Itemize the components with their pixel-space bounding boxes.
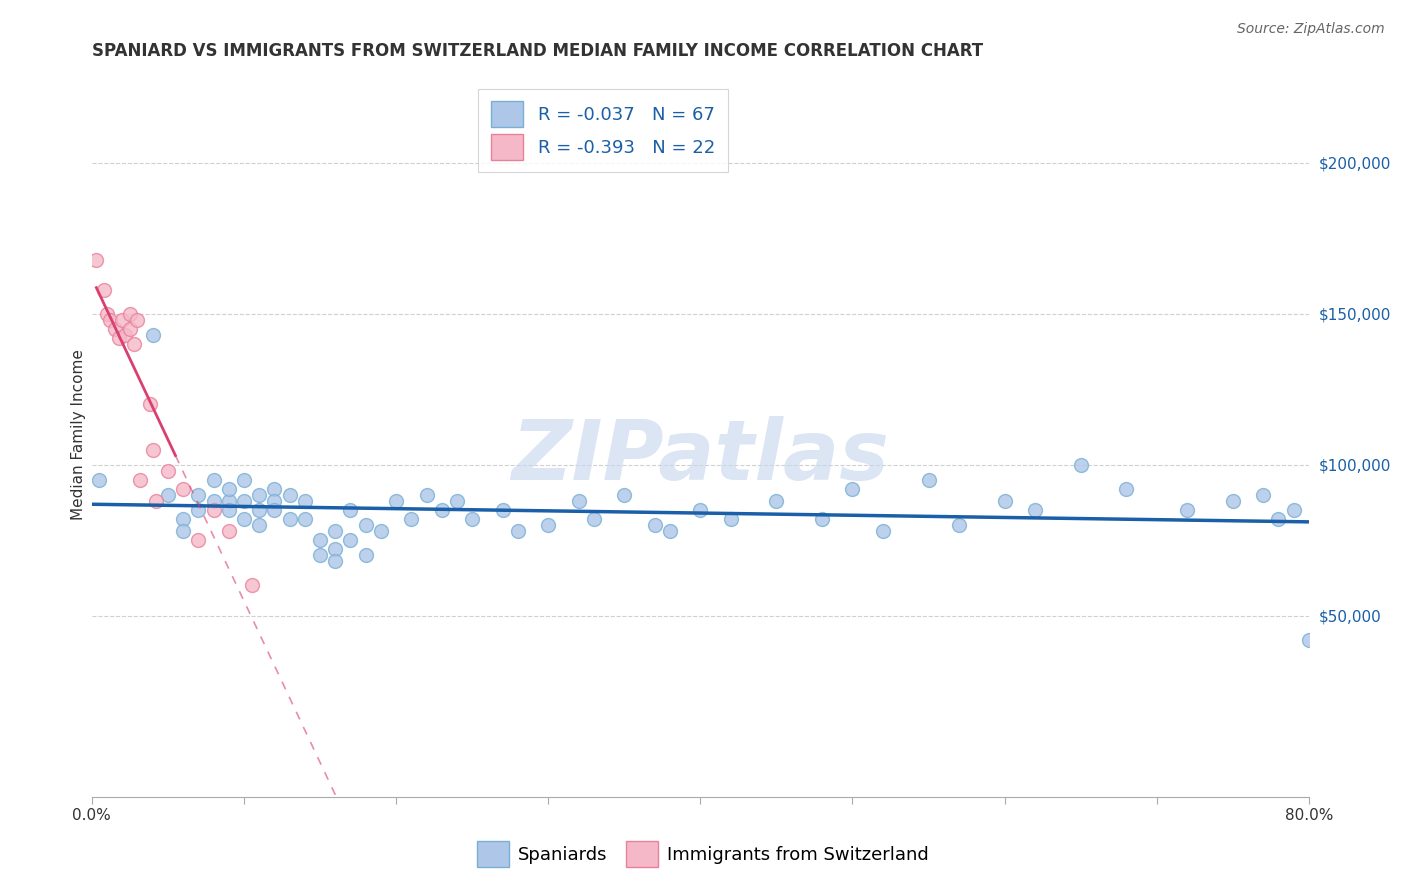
Point [948,518,970,533]
Point [114,328,136,343]
Point [613,488,636,502]
Point [582,512,605,526]
Point [111,313,134,327]
Point [278,512,301,526]
Point [218,482,240,496]
Point [172,482,194,496]
Point [118,307,141,321]
Point [247,503,270,517]
Point [187,488,209,502]
Point [1222,494,1244,508]
Point [339,533,361,548]
Legend: R = -0.037   N = 67, R = -0.393   N = 22: R = -0.037 N = 67, R = -0.393 N = 22 [478,88,728,172]
Text: ZIPatlas: ZIPatlas [512,416,889,497]
Point [247,518,270,533]
Point [218,494,240,508]
Point [917,473,939,487]
Point [430,503,453,517]
Text: SPANIARD VS IMMIGRANTS FROM SWITZERLAND MEDIAN FAMILY INCOME CORRELATION CHART: SPANIARD VS IMMIGRANTS FROM SWITZERLAND … [91,42,983,60]
Point [491,503,513,517]
Point [187,503,209,517]
Point [1175,503,1198,517]
Point [86,252,108,267]
Point [156,488,179,502]
Point [323,524,346,538]
Point [644,518,666,533]
Point [994,494,1017,508]
Point [401,512,423,526]
Text: Source: ZipAtlas.com: Source: ZipAtlas.com [1237,22,1385,37]
Point [263,482,285,496]
Legend: Spaniards, Immigrants from Switzerland: Spaniards, Immigrants from Switzerland [470,834,936,874]
Point [323,554,346,568]
Point [118,322,141,336]
Point [568,494,591,508]
Point [720,512,742,526]
Point [232,473,254,487]
Point [1070,458,1092,472]
Point [138,397,160,411]
Point [339,503,361,517]
Point [98,313,121,327]
Point [232,494,254,508]
Point [142,442,165,457]
Point [1267,512,1289,526]
Point [323,542,346,557]
Point [811,512,834,526]
Point [370,524,392,538]
Point [658,524,681,538]
Point [841,482,863,496]
Point [1298,632,1320,647]
Point [537,518,560,533]
Point [278,488,301,502]
Point [294,494,316,508]
Point [1024,503,1046,517]
Point [218,524,240,538]
Point [415,488,437,502]
Point [187,533,209,548]
Y-axis label: Median Family Income: Median Family Income [72,349,86,520]
Point [108,331,131,345]
Point [263,494,285,508]
Point [354,548,377,562]
Point [218,503,240,517]
Point [461,512,484,526]
Point [129,473,152,487]
Point [202,494,225,508]
Point [202,473,225,487]
Point [1115,482,1137,496]
Point [93,283,115,297]
Point [96,307,118,321]
Point [689,503,711,517]
Point [872,524,894,538]
Point [446,494,468,508]
Point [309,548,332,562]
Point [202,503,225,517]
Point [145,494,167,508]
Point [104,322,127,336]
Point [354,518,377,533]
Point [156,464,179,478]
Point [240,578,263,592]
Point [385,494,408,508]
Point [309,533,332,548]
Point [172,524,194,538]
Point [1282,503,1305,517]
Point [142,328,165,343]
Point [89,473,111,487]
Point [765,494,787,508]
Point [263,503,285,517]
Point [1251,488,1274,502]
Point [127,313,149,327]
Point [124,337,146,351]
Point [172,512,194,526]
Point [294,512,316,526]
Point [506,524,529,538]
Point [232,512,254,526]
Point [247,488,270,502]
